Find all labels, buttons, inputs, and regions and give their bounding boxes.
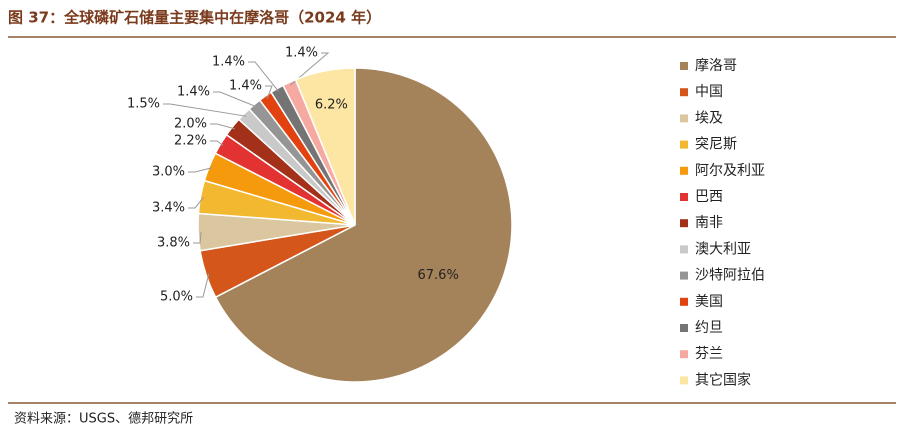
legend-swatch [680, 376, 688, 385]
leader-line [265, 85, 273, 99]
legend-swatch [680, 271, 688, 280]
legend-label: 埃及 [695, 110, 723, 126]
leader-line [188, 167, 213, 173]
legend-label: 澳大利亚 [695, 241, 751, 257]
leader-line [213, 91, 257, 108]
legend-swatch [680, 114, 688, 123]
legend-label: 芬兰 [695, 346, 723, 362]
legend-label: 阿尔及利亚 [695, 163, 765, 179]
legend-label: 南非 [695, 215, 723, 231]
source: 资料来源：USGS、德邦研究所 [14, 412, 193, 427]
leader-line [193, 231, 202, 244]
legend-swatch [680, 62, 688, 70]
legend-swatch [680, 297, 688, 306]
data-label: 1.4% [229, 79, 262, 94]
legend-label: 突尼斯 [695, 137, 737, 153]
legend-label: 沙特阿拉伯 [695, 268, 765, 284]
legend-swatch [680, 166, 688, 175]
legend-swatch [680, 324, 688, 332]
leader-line [210, 140, 224, 146]
data-label: 2.0% [174, 117, 207, 132]
legend-swatch [680, 193, 688, 201]
leader-line [188, 197, 204, 209]
data-label: 3.4% [152, 201, 185, 216]
data-label: 5.0% [160, 290, 193, 305]
chart-title: 图 37：全球磷矿石储量主要集中在摩洛哥（2024 年） [8, 9, 381, 27]
pie-slice [214, 67, 513, 383]
legend-swatch [680, 88, 688, 97]
data-label: 1.4% [285, 46, 318, 61]
legend-label: 巴西 [695, 189, 723, 205]
legend-label: 约旦 [695, 320, 723, 336]
data-label: 2.2% [174, 134, 207, 149]
legend-swatch [680, 245, 688, 254]
legend-label: 美国 [695, 294, 723, 310]
pie-slice [294, 67, 356, 226]
leader-line [248, 61, 279, 92]
legend-swatch [680, 219, 688, 228]
data-label: 1.5% [127, 97, 160, 112]
leader-line [163, 103, 247, 117]
data-label: 67.6% [418, 268, 459, 283]
data-label: 1.4% [177, 85, 210, 100]
data-label: 3.8% [157, 236, 190, 251]
legend-swatch [680, 350, 688, 359]
legend-label: 中国 [695, 84, 723, 100]
data-label: 6.2% [315, 97, 348, 112]
leader-line [290, 52, 330, 86]
data-label: 3.0% [152, 165, 185, 180]
leader-line [196, 273, 210, 298]
leader-line [210, 123, 235, 130]
legend-label: 其它国家 [695, 371, 751, 388]
data-label: 1.4% [212, 55, 245, 70]
legend-label: 摩洛哥 [695, 57, 737, 74]
legend-swatch [680, 140, 688, 149]
